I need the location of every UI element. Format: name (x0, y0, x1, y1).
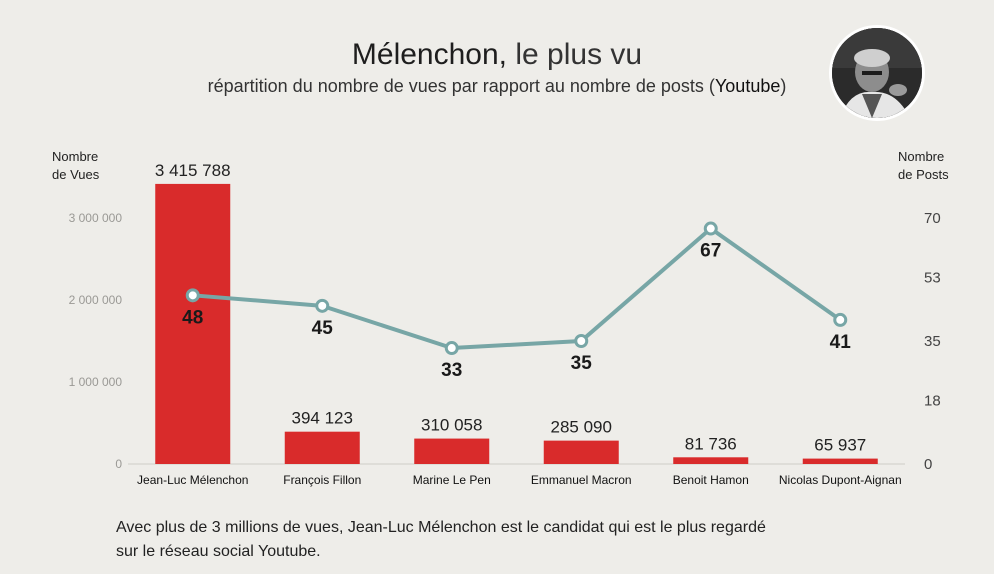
chart-subtitle: répartition du nombre de vues par rappor… (0, 76, 994, 97)
category-label: Marine Le Pen (413, 473, 491, 487)
left-tick-label: 2 000 000 (69, 293, 123, 307)
right-tick-label: 0 (924, 456, 932, 473)
bar-value-label: 285 090 (551, 418, 612, 437)
bar (414, 438, 490, 464)
chart-header: Mélenchon, le plus vu répartition du nom… (0, 38, 994, 97)
left-tick-label: 3 000 000 (69, 211, 123, 225)
posts-value-label: 48 (182, 307, 203, 328)
posts-marker (833, 312, 848, 327)
chart-caption: Avec plus de 3 millions de vues, Jean-Lu… (116, 516, 896, 564)
bar-value-label: 65 937 (814, 436, 866, 455)
posts-marker (703, 221, 718, 236)
posts-marker (444, 341, 459, 356)
left-axis-title: Nombre de Vues (52, 148, 99, 184)
left-tick-label: 1 000 000 (69, 375, 123, 389)
caption-line2: sur le réseau social Youtube. (116, 543, 321, 560)
bar (284, 431, 360, 464)
posts-line (192, 226, 842, 351)
bar (673, 457, 749, 464)
right-axis-title-line1: Nombre (898, 149, 945, 164)
category-label: François Fillon (283, 473, 361, 487)
right-tick-label: 53 (924, 270, 941, 287)
right-tick-label: 70 (924, 210, 941, 227)
posts-value-label: 35 (571, 353, 593, 374)
left-axis-title-line2: de Vues (52, 167, 100, 182)
category-label: Jean-Luc Mélenchon (137, 473, 248, 487)
right-tick-label: 35 (924, 333, 941, 350)
chart-title: Mélenchon, le plus vu (0, 38, 994, 72)
posts-value-label: 67 (700, 241, 721, 262)
right-axis-title: Nombre de Posts (898, 148, 949, 184)
category-label: Benoit Hamon (673, 473, 749, 487)
bar (802, 458, 878, 464)
bar (155, 183, 231, 464)
bar-value-label: 81 736 (685, 434, 737, 453)
subtitle-text: répartition du nombre de vues par rappor… (207, 76, 715, 96)
bar (543, 440, 619, 464)
posts-marker (315, 298, 330, 313)
posts-marker (574, 334, 589, 348)
category-label: Nicolas Dupont-Aignan (779, 473, 902, 487)
subtitle-youtube: Youtube (714, 76, 781, 96)
right-axis-title-line2: de Posts (898, 167, 949, 182)
candidate-photo-icon (832, 28, 922, 118)
posts-value-label: 45 (312, 318, 334, 339)
subtitle-close: ) (780, 76, 787, 96)
bar-value-label: 394 123 (292, 409, 353, 428)
posts-value-label: 33 (441, 360, 462, 381)
posts-value-label: 41 (830, 332, 852, 353)
title-rest: le plus vu (507, 38, 643, 71)
candidate-avatar (829, 25, 925, 121)
title-bold: Mélenchon, (351, 38, 508, 71)
left-axis-title-line1: Nombre (52, 149, 99, 164)
bar-value-label: 3 415 788 (155, 161, 231, 180)
right-tick-label: 18 (924, 393, 941, 410)
posts-marker (185, 288, 200, 303)
bar-value-label: 310 058 (421, 416, 482, 435)
left-tick-label: 0 (115, 457, 122, 471)
caption-line1: Avec plus de 3 millions de vues, Jean-Lu… (116, 519, 766, 536)
category-label: Emmanuel Macron (531, 473, 632, 487)
